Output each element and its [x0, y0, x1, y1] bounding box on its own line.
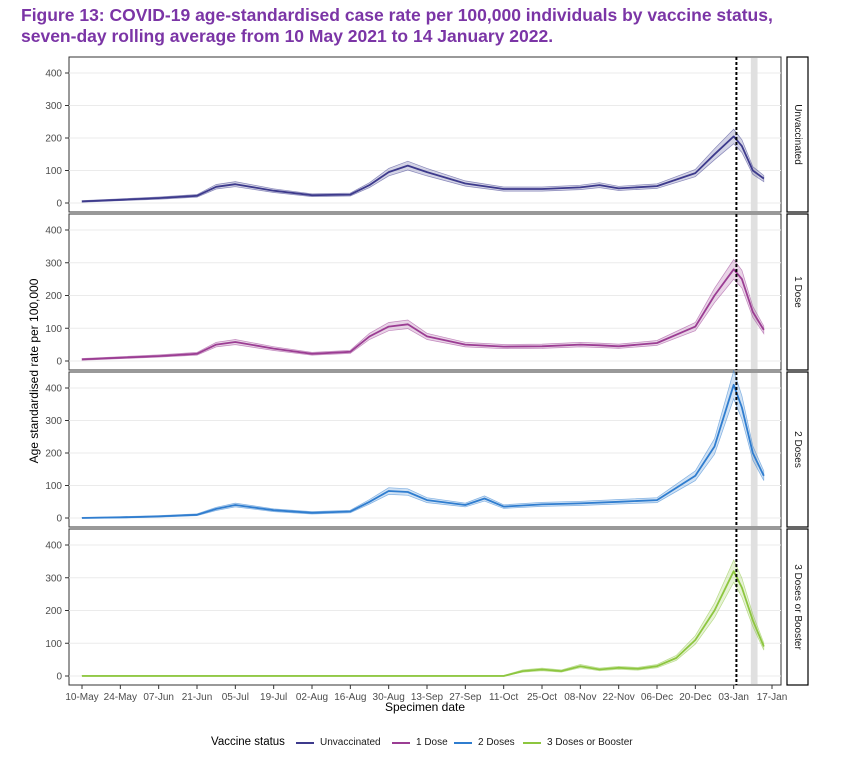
x-tick-label: 25-Oct — [527, 692, 557, 703]
y-tick-label: 0 — [56, 514, 62, 525]
y-axis-title: Age standardised rate per 100,000 — [27, 278, 41, 463]
series-line-unvaccinated — [81, 135, 765, 203]
facet-strip-1-dose: 1 Dose — [786, 213, 809, 371]
y-tick-label: 300 — [45, 573, 62, 584]
legend-item-1-dose: 1 Dose — [392, 737, 448, 748]
facet-strip-box — [786, 213, 809, 371]
y-tick-label: 200 — [45, 606, 62, 617]
y-tick-label: 300 — [45, 101, 62, 112]
facet-panel-1-dose: 0 100 200 300 400 1 Dose — [45, 213, 809, 371]
legend-item-unvaccinated: Unvaccinated — [296, 737, 381, 748]
series-line-3-doses-or-booster — [82, 570, 765, 677]
facet-strip-unvaccinated: Unvaccinated — [786, 56, 809, 213]
legend-swatch-1-dose — [392, 741, 410, 744]
y-tick-label: 0 — [56, 357, 62, 368]
legend-label-1-dose: 1 Dose — [416, 737, 448, 748]
y-tick-label: 100 — [45, 166, 62, 177]
y-tick-label: 100 — [45, 481, 62, 492]
shaded-region — [750, 215, 758, 369]
x-tick-label: 05-Jul — [222, 692, 249, 703]
x-tick-label: 02-Aug — [296, 692, 328, 703]
y-tick-label: 0 — [56, 672, 62, 683]
y-tick-label: 300 — [45, 416, 62, 427]
legend-label-2-doses: 2 Doses — [478, 737, 515, 748]
facet-strip-label: Unvaccinated — [792, 104, 803, 165]
x-axis-title: Specimen date — [385, 700, 465, 714]
confidence-band-1-dose — [81, 258, 765, 361]
chart-canvas: 0 100 200 300 400 Unvaccinated 0 100 200 300 400 1 … — [27, 56, 809, 714]
y-tick-label: 100 — [45, 639, 62, 650]
panel-frame — [68, 213, 782, 371]
facet-strip-label: 1 Dose — [792, 276, 803, 308]
y-tick-label: 200 — [45, 134, 62, 145]
legend-swatch-unvaccinated — [296, 741, 314, 744]
facet-strip-box — [786, 528, 809, 686]
x-tick-label: 27-Sep — [449, 692, 482, 703]
panel-frame — [68, 56, 782, 213]
facet-strip-box — [786, 56, 809, 213]
y-tick-label: 400 — [45, 69, 62, 80]
x-tick-label: 24-May — [104, 692, 137, 703]
legend-label-3-doses-or-booster: 3 Doses or Booster — [547, 737, 633, 748]
x-tick-label: 30-Aug — [373, 692, 405, 703]
y-tick-label: 400 — [45, 384, 62, 395]
x-tick-label: 06-Dec — [641, 692, 673, 703]
shaded-region — [750, 58, 758, 211]
y-tick-label: 0 — [56, 199, 62, 210]
y-tick-label: 100 — [45, 324, 62, 335]
y-tick-label: 300 — [45, 258, 62, 269]
x-tick-label: 20-Dec — [679, 692, 711, 703]
facet-strip-3-doses-or-booster: 3 Doses or Booster — [786, 528, 809, 686]
x-tick-label: 21-Jun — [182, 692, 213, 703]
facet-panel-unvaccinated: 0 100 200 300 400 Unvaccinated — [45, 56, 809, 213]
y-tick-label: 200 — [45, 291, 62, 302]
facet-strip-box — [786, 371, 809, 528]
x-tick-label: 22-Nov — [603, 692, 635, 703]
x-tick-label: 16-Aug — [334, 692, 366, 703]
shaded-region — [750, 530, 758, 684]
facet-strip-label: 3 Doses or Booster — [792, 564, 803, 650]
y-tick-label: 400 — [45, 226, 62, 237]
panel-frame — [68, 528, 782, 686]
facet-strip-2-doses: 2 Doses — [786, 371, 809, 528]
confidence-band-2-doses — [81, 369, 765, 519]
facet-panel-3-doses-or-booster: 0 100 200 300 400 3 Doses or Booster — [45, 528, 809, 686]
figure-title: Figure 13: COVID-19 age-standardised cas… — [21, 5, 773, 46]
legend-label-unvaccinated: Unvaccinated — [320, 737, 381, 748]
legend-item-3-doses-or-booster: 3 Doses or Booster — [523, 737, 633, 748]
series-line-1-dose — [81, 268, 765, 361]
legend-title: Vaccine status — [211, 736, 285, 748]
x-tick-label: 10-May — [65, 692, 98, 703]
x-tick-label: 13-Sep — [411, 692, 444, 703]
x-tick-label: 11-Oct — [489, 692, 518, 703]
panel-frame — [68, 371, 782, 528]
series-line-2-doses — [81, 383, 765, 519]
x-tick-label: 03-Jan — [718, 692, 749, 703]
x-tick-label: 07-Jun — [143, 692, 174, 703]
y-tick-label: 400 — [45, 541, 62, 552]
facet-strip-label: 2 Doses — [792, 431, 803, 468]
x-tick-label: 19-Jul — [260, 692, 287, 703]
confidence-band-unvaccinated — [81, 128, 765, 203]
legend: Vaccine status Unvaccinated 1 Dose 2 Dos… — [0, 733, 841, 753]
facet-panel-2-doses: 0 100 200 300 400 2 Doses — [45, 369, 809, 528]
x-tick-label: 08-Nov — [564, 692, 596, 703]
x-tick-label: 17-Jan — [757, 692, 788, 703]
legend-swatch-2-doses — [454, 741, 472, 744]
y-tick-label: 200 — [45, 449, 62, 460]
legend-swatch-3-doses-or-booster — [523, 741, 541, 744]
legend-item-2-doses: 2 Doses — [454, 737, 515, 748]
